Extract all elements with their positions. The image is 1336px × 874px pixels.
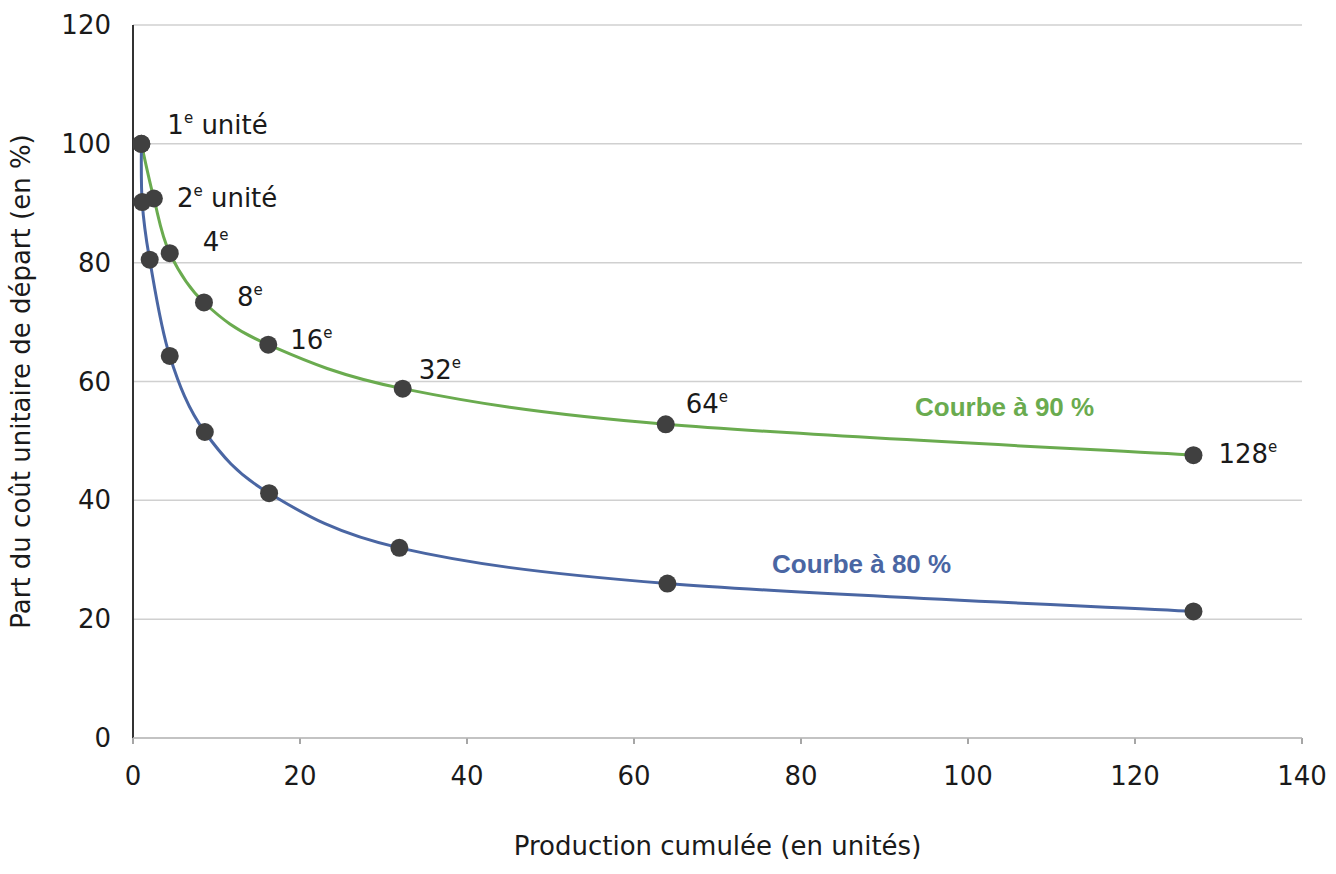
point-label-sup: e (452, 354, 461, 372)
point-label: 4e (203, 226, 229, 257)
point-label-sup: e (1268, 438, 1277, 456)
x-tick (132, 738, 134, 744)
point-label-rest: unité (193, 110, 268, 140)
data-point (161, 347, 179, 365)
series-line (141, 144, 1193, 455)
point-label-number: 1 (167, 110, 184, 140)
y-tick-label: 100 (61, 129, 111, 159)
point-label-number: 8 (237, 282, 254, 312)
y-axis-title: Part du coût unitaire de départ (en %) (6, 134, 36, 628)
data-point (390, 539, 408, 557)
x-tick (299, 738, 301, 744)
y-tick-label: 80 (78, 248, 111, 278)
x-axis-title: Production cumulée (en unités) (514, 831, 922, 861)
data-point (133, 193, 151, 211)
point-label-rest: unité (203, 183, 278, 213)
grid-line (133, 381, 1302, 383)
point-label-number: 2 (177, 183, 194, 213)
point-label: 1e unité (167, 109, 267, 140)
data-point (260, 484, 278, 502)
point-label: 32e (419, 354, 461, 385)
x-tick-label: 0 (125, 761, 142, 791)
point-label: 2e unité (177, 182, 277, 213)
y-tick-label: 40 (78, 485, 111, 515)
chart: 0 20 40 60 80 100 120 0 20 40 60 80 100 120 140 Product… (0, 0, 1336, 874)
grid-line (133, 24, 1302, 26)
x-tick (633, 738, 635, 744)
point-label-number: 4 (203, 227, 220, 257)
data-point (394, 380, 412, 398)
point-label: 8e (237, 281, 263, 312)
x-tick-label: 20 (283, 761, 316, 791)
point-label: 128e (1218, 438, 1277, 469)
data-point (195, 293, 213, 311)
x-tick (967, 738, 969, 744)
x-tick (466, 738, 468, 744)
markers (133, 135, 1202, 621)
x-tick (800, 738, 802, 744)
data-point (141, 251, 159, 269)
grid-line (133, 737, 1302, 739)
grid-line (133, 500, 1302, 502)
grid-line (133, 143, 1302, 145)
point-label-number: 128 (1218, 439, 1268, 469)
y-tick-label: 0 (94, 723, 111, 753)
data-point (658, 575, 676, 593)
series-name: Courbe à 90 % (915, 392, 1094, 422)
point-label-sup: e (719, 388, 728, 406)
point-label: 16e (290, 324, 332, 355)
y-tick-label: 60 (78, 367, 111, 397)
x-tick-label: 140 (1277, 761, 1327, 791)
point-label-number: 16 (290, 325, 323, 355)
y-axis (132, 25, 134, 738)
x-tick-label: 100 (943, 761, 993, 791)
point-label-number: 32 (419, 355, 452, 385)
grid-line (133, 262, 1302, 264)
x-tick-label: 80 (784, 761, 817, 791)
point-label-sup: e (323, 324, 332, 342)
plot-area (133, 135, 1202, 621)
data-point (1184, 446, 1202, 464)
x-tick-label: 60 (617, 761, 650, 791)
series-name: Courbe à 80 % (772, 549, 951, 579)
x-tick (1134, 738, 1136, 744)
x-tick-label: 120 (1110, 761, 1160, 791)
data-point (133, 135, 150, 153)
y-tick-label: 120 (61, 10, 111, 40)
data-point (259, 336, 277, 354)
point-label-sup: e (219, 226, 228, 244)
point-label-number: 64 (686, 389, 719, 419)
data-point (1184, 602, 1202, 620)
x-tick (1301, 738, 1303, 744)
data-point (196, 423, 214, 441)
data-point (133, 135, 150, 153)
x-axis (133, 737, 1302, 739)
data-point (657, 415, 675, 433)
point-label-sup: e (254, 281, 263, 299)
point-label-sup: e (184, 109, 193, 127)
data-point (161, 244, 179, 262)
series-line (141, 144, 1193, 612)
point-label-sup: e (193, 182, 202, 200)
x-tick-label: 40 (450, 761, 483, 791)
grid-line (133, 618, 1302, 620)
point-label: 64e (686, 388, 728, 419)
y-tick-label: 20 (78, 604, 111, 634)
